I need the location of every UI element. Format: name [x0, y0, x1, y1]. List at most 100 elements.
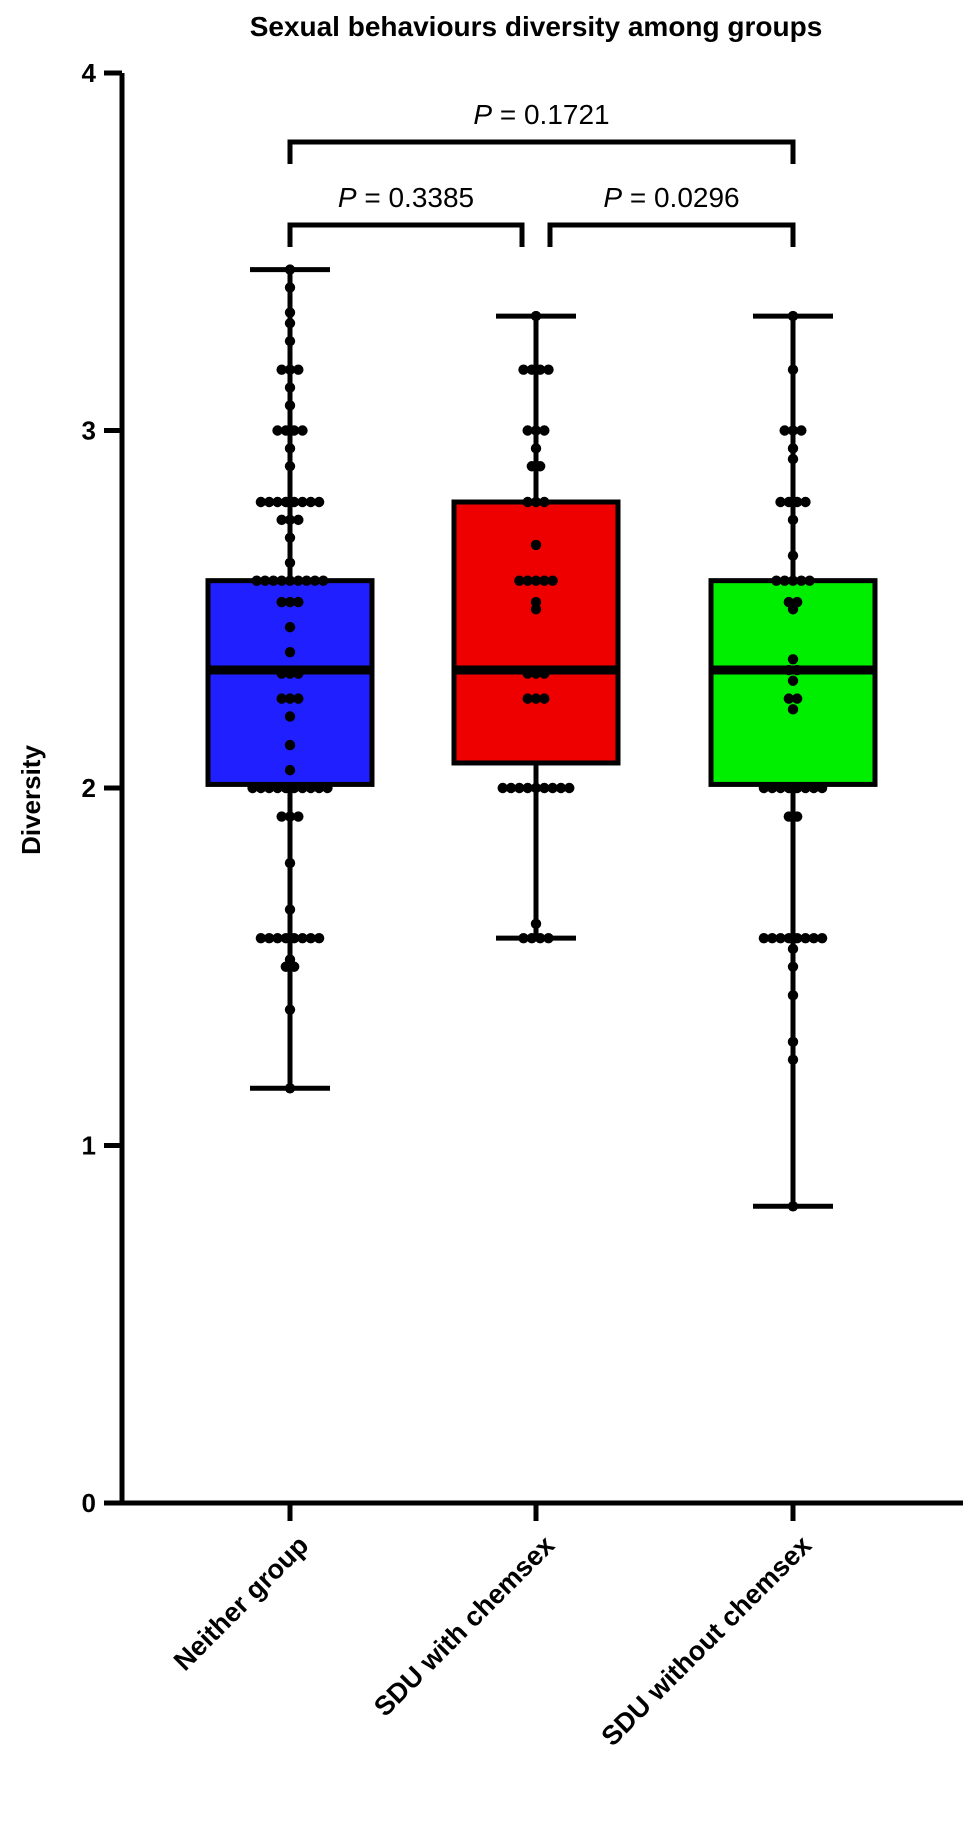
data-point — [787, 425, 799, 436]
data-point — [530, 539, 542, 551]
boxes-layer — [205, 267, 878, 1209]
data-point — [791, 693, 803, 704]
data-point — [530, 604, 542, 615]
y-tick-label-4: 4 — [82, 58, 97, 88]
p-value: = 0.3385 — [357, 182, 475, 213]
data-point — [564, 782, 575, 794]
box-1 — [451, 313, 621, 941]
data-point — [526, 364, 538, 375]
data-point — [787, 675, 799, 686]
data-point — [547, 782, 558, 794]
data-point — [284, 264, 296, 275]
box-body — [205, 578, 375, 787]
data-point — [787, 453, 799, 465]
data-point — [530, 596, 542, 608]
data-point — [539, 668, 550, 679]
data-point — [505, 782, 517, 794]
data-point — [293, 668, 304, 679]
data-point — [800, 496, 811, 508]
data-point — [783, 811, 795, 822]
data-point — [791, 782, 803, 794]
data-point — [272, 496, 283, 508]
data-point — [284, 318, 296, 329]
data-point — [783, 664, 795, 676]
data-point — [518, 364, 529, 375]
bracket-line — [287, 139, 796, 164]
comparison-bracket-0: P = 0.3385 — [287, 182, 525, 247]
data-point — [783, 693, 795, 704]
data-point — [284, 282, 296, 293]
data-point — [322, 782, 333, 794]
bracket-line — [287, 222, 525, 247]
comparison-bracket-2: P = 0.1721 — [287, 99, 796, 164]
data-point — [284, 400, 296, 411]
axes: 0 1 2 3 4 Neither group SDU with chemsex SDU wi… — [82, 58, 963, 1752]
p-value: = 0.0296 — [622, 182, 740, 213]
data-point — [767, 932, 778, 944]
y-axis-label: Diversity — [16, 745, 46, 855]
data-point — [530, 918, 542, 930]
data-point — [539, 496, 550, 508]
data-point — [297, 932, 308, 944]
data-point — [543, 364, 554, 375]
data-point — [276, 811, 287, 822]
data-point — [522, 693, 533, 704]
data-point — [526, 932, 538, 944]
data-point — [522, 496, 533, 508]
y-tick-label-3: 3 — [82, 416, 96, 446]
data-point — [276, 596, 287, 608]
data-point — [530, 425, 542, 436]
data-point — [297, 782, 308, 794]
data-point — [264, 932, 275, 944]
data-point — [787, 961, 799, 972]
data-point — [293, 596, 304, 608]
data-point — [264, 496, 275, 508]
data-point — [272, 782, 283, 794]
data-point — [313, 932, 325, 944]
data-point — [293, 575, 304, 586]
data-point — [259, 575, 271, 586]
data-point — [787, 514, 799, 526]
data-point — [539, 425, 550, 436]
data-point — [787, 364, 799, 375]
data-point — [284, 1004, 296, 1015]
data-point — [816, 782, 828, 794]
data-point — [791, 664, 803, 676]
data-point — [787, 990, 799, 1001]
data-point — [280, 782, 292, 794]
data-point — [288, 496, 300, 508]
data-point — [284, 382, 296, 393]
data-point — [305, 932, 316, 944]
data-point — [497, 782, 508, 794]
data-point — [808, 932, 819, 944]
data-point — [293, 693, 304, 704]
data-point — [530, 496, 542, 508]
data-point — [284, 739, 296, 751]
data-point — [783, 782, 795, 794]
x-category-label: Neither group — [168, 1530, 314, 1676]
data-point — [787, 575, 799, 586]
data-point — [791, 811, 803, 822]
p-value-label: P = 0.3385 — [338, 182, 474, 213]
data-point — [293, 364, 304, 375]
data-point — [284, 596, 296, 608]
data-point — [272, 425, 283, 436]
data-point — [255, 782, 267, 794]
data-point — [284, 307, 296, 318]
data-point — [539, 693, 550, 704]
comparison-brackets: P = 0.3385 P = 0.0296 P = 0.1721 — [287, 99, 796, 247]
data-point — [543, 932, 554, 944]
data-point — [284, 335, 296, 347]
data-point — [288, 932, 300, 944]
data-point — [783, 596, 795, 608]
p-value: = 0.1721 — [492, 99, 610, 130]
p-value-label: P = 0.0296 — [603, 182, 739, 213]
data-point — [293, 811, 304, 822]
data-point — [534, 932, 546, 944]
data-point — [526, 461, 538, 472]
data-point — [514, 782, 525, 794]
data-point — [247, 782, 258, 794]
data-point — [284, 461, 296, 472]
